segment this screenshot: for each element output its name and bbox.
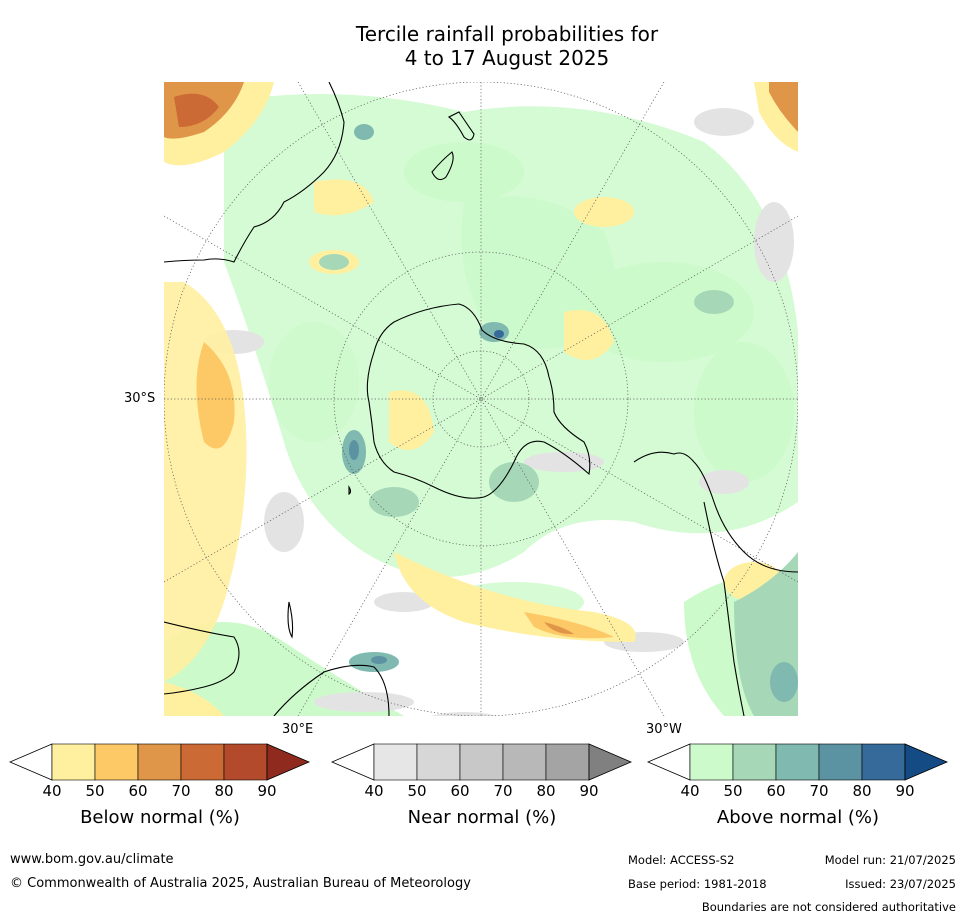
colorbar-segment: [689, 743, 734, 781]
colorbar-label-near-normal: Near normal (%): [407, 807, 557, 828]
chart-title: Tercile rainfall probabilities for 4 to …: [0, 22, 965, 70]
footer-base-period: Base period: 1981-2018: [628, 877, 767, 891]
colorbar-segment: [732, 743, 777, 781]
colorbar-min-extension: [330, 743, 375, 781]
colorbar-tick-label: 90: [579, 782, 599, 800]
colorbar-max-extension: [904, 743, 949, 781]
madagascar-coast: [287, 601, 294, 639]
above-normal-areas: [164, 94, 798, 716]
colorbar-tick-label: 50: [723, 782, 743, 800]
colorbar-max-extension: [588, 743, 633, 781]
africa-coast: [164, 621, 240, 695]
australia-coast: [164, 82, 345, 263]
colorbar-tick-label: 80: [852, 782, 872, 800]
colorbar-min-extension: [8, 743, 53, 781]
colorbar-segment: [861, 743, 906, 781]
colorbar-min-extension: [646, 743, 691, 781]
graticule: [164, 82, 798, 716]
colorbar-tick-label: 90: [895, 782, 915, 800]
title-line-1: Tercile rainfall probabilities for: [355, 22, 659, 46]
map-svg: [164, 82, 798, 716]
colorbar-below-normal: [8, 743, 311, 783]
colorbar-tick-label: 50: [85, 782, 105, 800]
colorbar-segment: [137, 743, 182, 781]
footer-model: Model: ACCESS-S2: [628, 853, 735, 867]
colorbar-tick-label: 70: [493, 782, 513, 800]
colorbar-tick-label: 40: [364, 782, 384, 800]
colorbar-segment: [51, 743, 96, 781]
colorbar-tick-label: 60: [450, 782, 470, 800]
south-america-coast: [633, 451, 798, 573]
below-normal-areas: [164, 82, 798, 716]
footer-model-run: Model run: 21/07/2025: [824, 853, 956, 867]
southern-africa-coast: [273, 664, 390, 716]
colorbar-tick-label: 60: [766, 782, 786, 800]
colorbar-above-normal: [646, 743, 949, 783]
colorbar-segment: [94, 743, 139, 781]
footer-url[interactable]: www.bom.gov.au/climate: [10, 852, 174, 867]
colorbar-segment: [180, 743, 225, 781]
colorbar-label-above-normal: Above normal (%): [716, 807, 880, 828]
colorbar-segment: [775, 743, 820, 781]
colorbar-segment: [223, 743, 268, 781]
colorbar-tick-label: 40: [42, 782, 62, 800]
footer-issued: Issued: 23/07/2025: [845, 877, 956, 891]
lon-label-30w: 30°W: [646, 722, 682, 737]
colorbar-segment: [373, 743, 418, 781]
colorbar-near-normal: [330, 743, 633, 783]
antarctica-coast: [366, 303, 591, 499]
colorbar-segment: [459, 743, 504, 781]
colorbar-tick-label: 50: [407, 782, 427, 800]
title-line-2: 4 to 17 August 2025: [404, 46, 610, 70]
footer-copyright: © Commonwealth of Australia 2025, Austra…: [10, 876, 471, 891]
colorbar-tick-label: 60: [128, 782, 148, 800]
colorbar-max-extension: [266, 743, 311, 781]
colorbar-segment: [545, 743, 590, 781]
colorbar-tick-label: 80: [536, 782, 556, 800]
colorbar-svg: [8, 743, 311, 781]
colorbar-segment: [416, 743, 461, 781]
colorbar-segment: [818, 743, 863, 781]
colorbar-tick-label: 40: [680, 782, 700, 800]
new-zealand-coast: [431, 111, 475, 181]
polar-rainfall-map[interactable]: [164, 82, 798, 716]
colorbar-tick-label: 70: [809, 782, 829, 800]
island: [348, 485, 352, 496]
colorbar-tick-label: 70: [171, 782, 191, 800]
footer-disclaimer: Boundaries are not considered authoritat…: [701, 900, 956, 914]
colorbar-segment: [502, 743, 547, 781]
above-normal-high-areas: [319, 124, 798, 716]
south-america-coast-2: [703, 501, 745, 716]
colorbar-tick-label: 90: [257, 782, 277, 800]
coastlines: [164, 82, 798, 716]
colorbar-svg: [330, 743, 633, 781]
colorbar-tick-label: 80: [214, 782, 234, 800]
lon-label-30e: 30°E: [282, 722, 314, 737]
colorbar-label-below-normal: Below normal (%): [80, 807, 240, 828]
colorbar-svg: [646, 743, 949, 781]
lat-label-30s: 30°S: [124, 391, 156, 406]
